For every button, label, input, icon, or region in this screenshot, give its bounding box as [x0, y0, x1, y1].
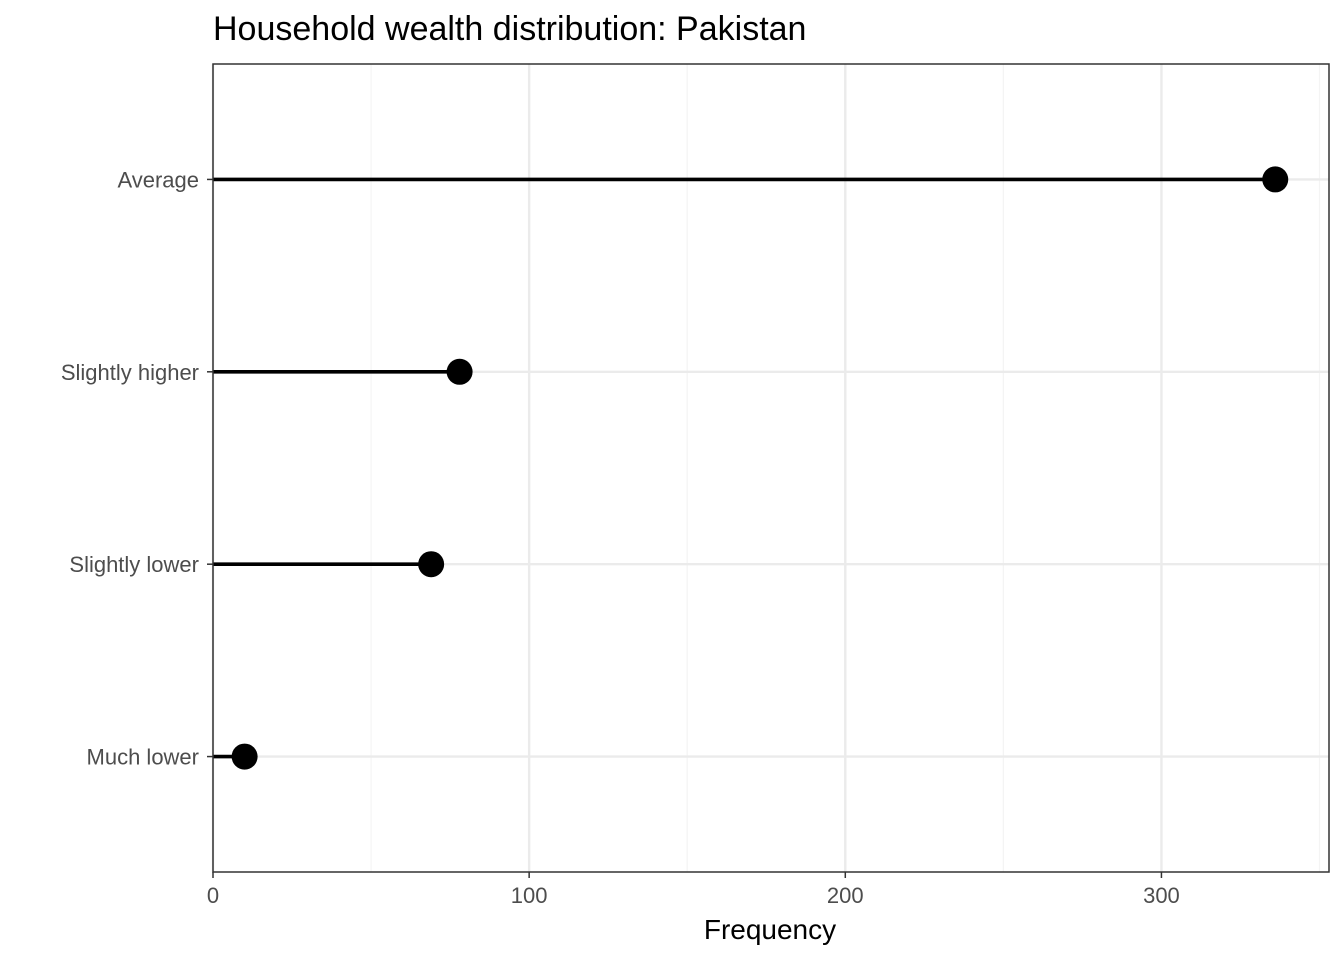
lollipop-point [231, 743, 258, 770]
lollipop-point [1262, 166, 1289, 193]
lollipop-point [446, 358, 473, 385]
panel-background [213, 64, 1329, 872]
y-tick-label: Slightly higher [61, 360, 199, 385]
y-tick-label: Much lower [87, 745, 199, 770]
grid-layer [211, 64, 1329, 872]
x-tick-label: 200 [827, 883, 864, 908]
panel-border [212, 63, 1330, 873]
marks-layer [213, 166, 1289, 770]
axis-layer: Much lower Slightly lower Slightly higher A… [61, 63, 1330, 908]
y-tick-label: Slightly lower [69, 552, 199, 577]
x-tick-label: 300 [1143, 883, 1180, 908]
x-tick-label: 100 [511, 883, 548, 908]
chart-title: Household wealth distribution: Pakistan [213, 10, 806, 48]
y-tick-label: Average [117, 167, 199, 192]
lollipop-point [418, 551, 445, 578]
x-tick-label: 0 [207, 883, 219, 908]
x-axis-title: Frequency [704, 914, 836, 945]
